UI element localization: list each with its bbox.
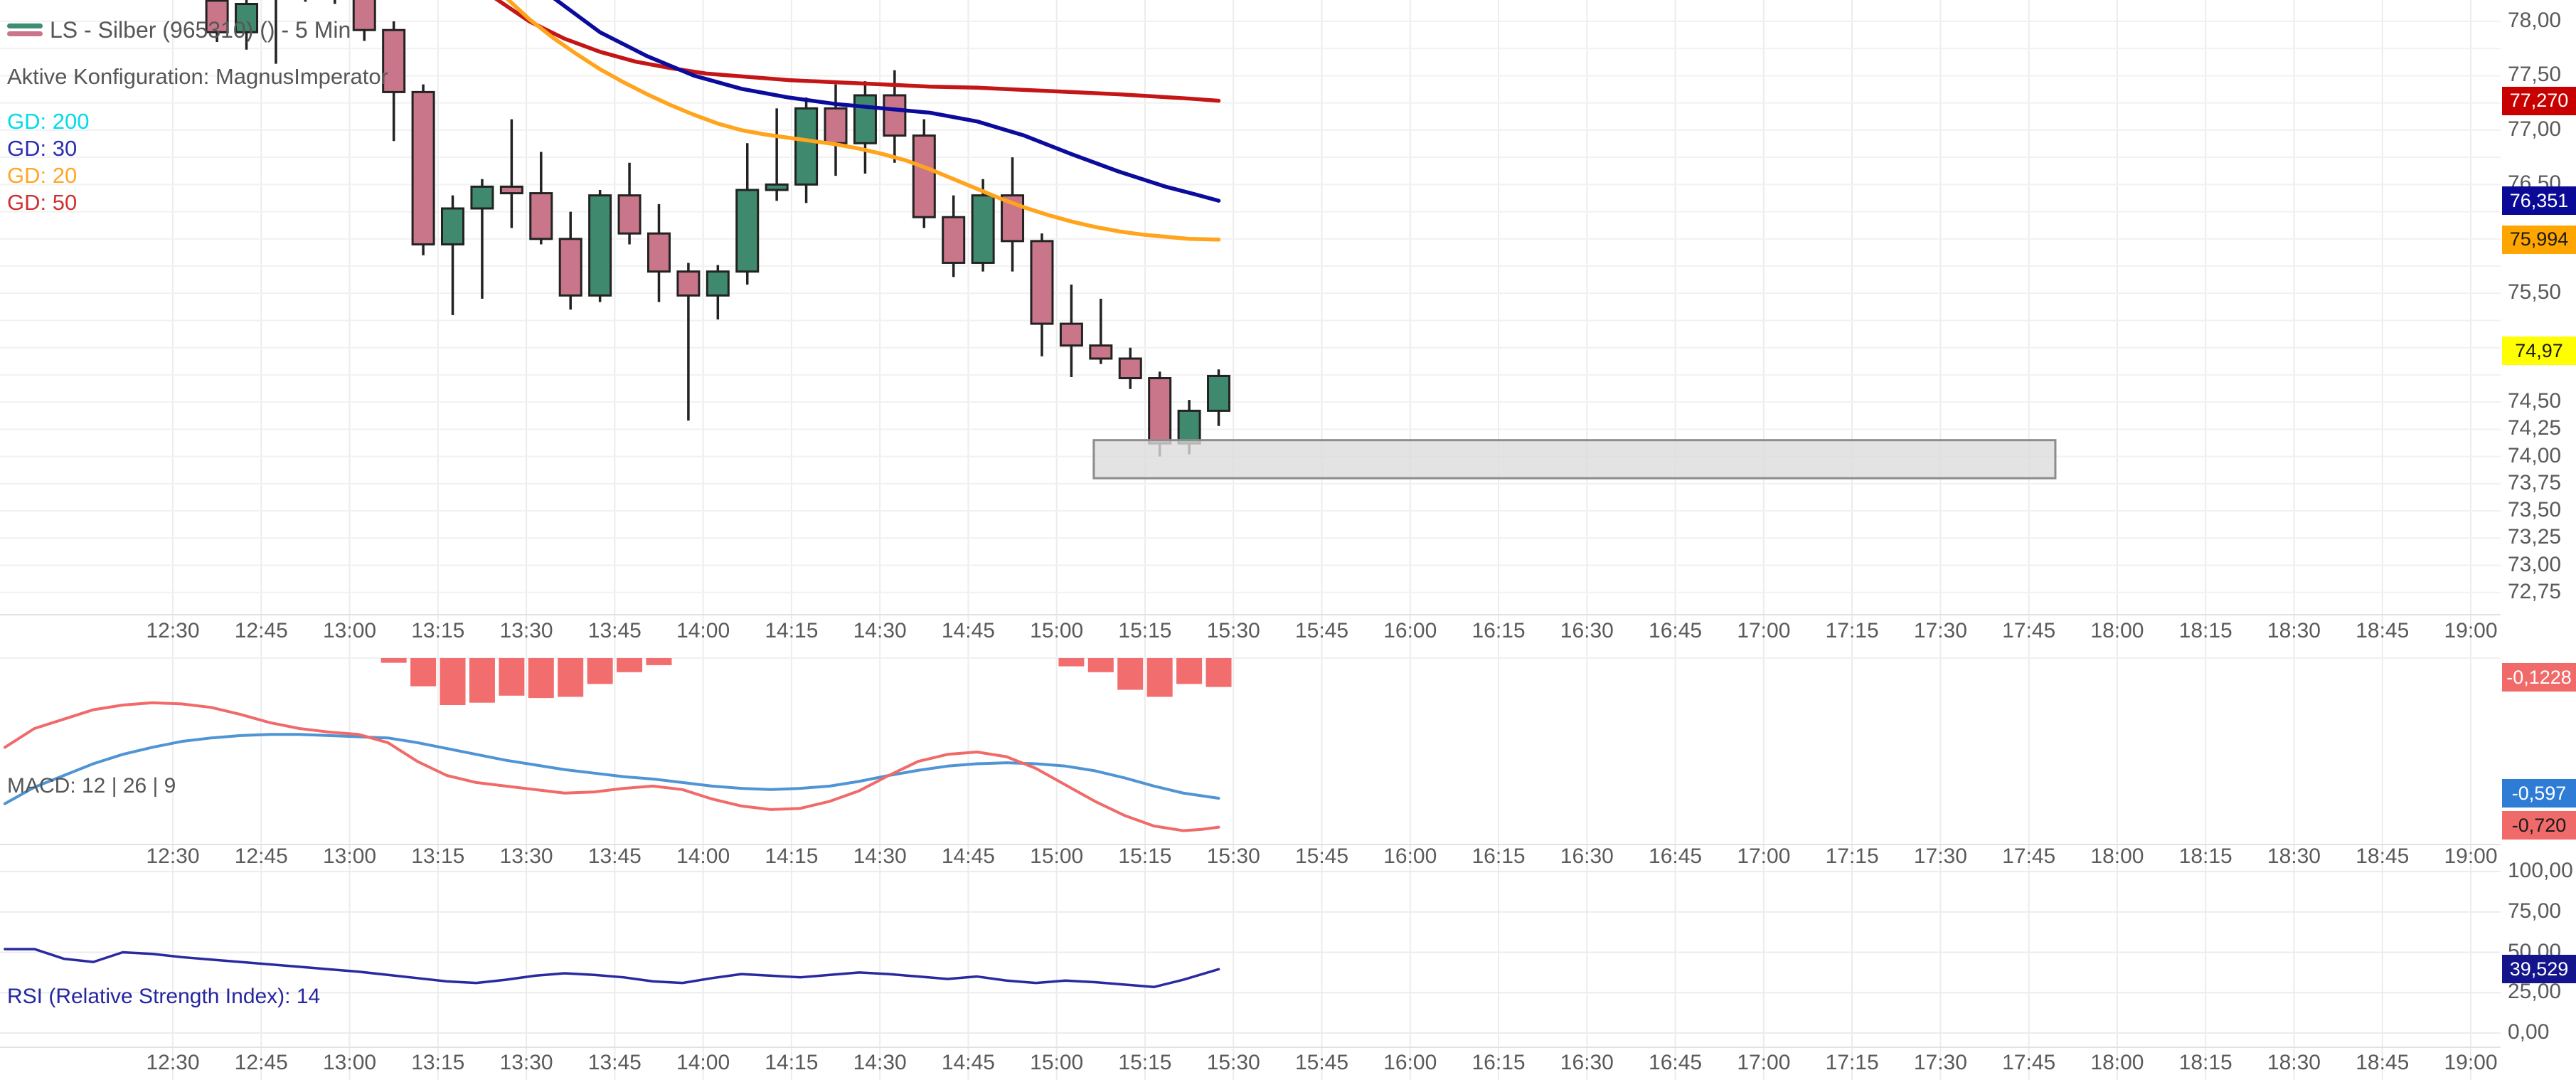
candle-down: [1148, 377, 1172, 445]
candle-up: [470, 185, 494, 210]
macd-histogram-bar: [587, 658, 613, 684]
candle-up: [235, 3, 259, 33]
candle-down: [912, 134, 936, 218]
macd-histogram-bar: [1117, 658, 1144, 690]
ma-line-gd-50: [494, 0, 1221, 103]
candle-up: [441, 207, 465, 245]
candle-down: [676, 270, 701, 297]
macd-line: [3, 701, 1220, 832]
macd-histogram-bar: [469, 658, 495, 703]
candle-up: [853, 94, 877, 144]
candle-down: [1118, 357, 1142, 380]
candle-down: [1030, 240, 1054, 325]
macd-histogram-bar: [499, 658, 525, 696]
macd-histogram-bar: [528, 658, 554, 699]
candle-up: [735, 189, 760, 273]
macd-histogram-bar: [440, 658, 466, 705]
candle-down: [617, 194, 642, 235]
ma-line-gd-20: [505, 0, 1221, 242]
macd-histogram-bar: [380, 658, 407, 663]
candle-down: [646, 232, 671, 273]
macd-histogram-bar: [1176, 658, 1203, 684]
macd-signal-line: [3, 733, 1220, 805]
macd-histogram-bar: [558, 658, 584, 697]
macd-histogram-bar: [646, 658, 672, 665]
candle-down: [499, 185, 523, 195]
macd-histogram-bar: [1087, 658, 1114, 672]
candle-up: [1177, 409, 1201, 445]
macd-histogram-bar: [1146, 658, 1173, 697]
macd-histogram-bar: [1058, 658, 1085, 667]
support-zone-rect: [1092, 439, 2057, 480]
candle-down: [1089, 344, 1113, 360]
candle-up: [588, 194, 612, 297]
macd-histogram-bar: [1205, 658, 1232, 687]
macd-histogram-bar: [617, 658, 643, 672]
candle-down: [1059, 322, 1083, 347]
candle-down: [942, 216, 966, 264]
macd-histogram-bar: [410, 658, 437, 687]
ma-line-gd-30: [553, 0, 1221, 203]
candle-down: [883, 94, 907, 137]
candle-up: [706, 270, 730, 297]
candle-down: [205, 0, 229, 33]
candle-down: [411, 90, 435, 245]
candle-up: [971, 194, 995, 264]
candle-down: [529, 192, 553, 240]
candle-down: [824, 107, 848, 144]
candle-down: [382, 28, 406, 93]
rsi-line: [4, 948, 1220, 989]
candle-up: [765, 183, 789, 191]
candle-up: [794, 107, 819, 186]
candle-down: [558, 238, 582, 297]
candle-down: [352, 0, 376, 31]
candle-up: [1207, 374, 1231, 412]
